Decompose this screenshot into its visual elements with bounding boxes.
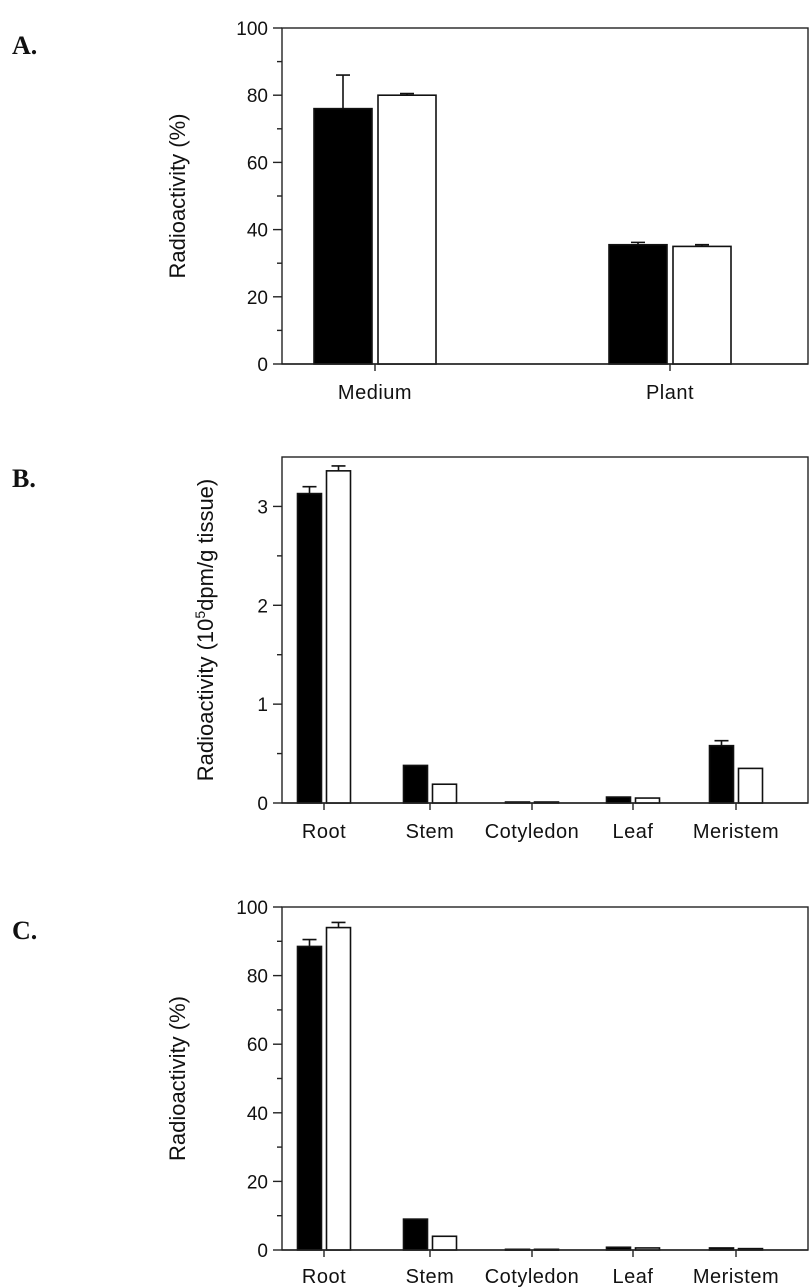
bar-leaf-series-2 <box>634 797 661 804</box>
bar-root-series-2 <box>325 470 352 804</box>
y-tick-label: 0 <box>257 794 268 815</box>
error-bar <box>400 92 414 96</box>
error-bar <box>331 921 346 928</box>
error-bar <box>302 485 317 494</box>
panel-a-chart: A. 0 20 40 60 80 100 Radioactivity (%) Medium Pla… <box>12 19 809 404</box>
error-bar <box>302 938 317 947</box>
y-axis-label: Radioactivity (%) <box>165 996 190 1161</box>
x-category-label: Cotyledon <box>485 821 580 843</box>
x-category-label: Stem <box>406 821 455 843</box>
y-tick-label: 100 <box>236 898 268 919</box>
plot-frame <box>281 906 809 1251</box>
y-axis-label: Radioactivity (105dpm/g tissue) <box>192 479 218 782</box>
x-category-label: Meristem <box>693 821 779 843</box>
x-category-label: Leaf <box>613 1266 654 1288</box>
y-axis-label-superscript: 5 <box>192 611 208 619</box>
y-tick-label: 3 <box>257 497 268 518</box>
y-tick-label: 40 <box>247 1104 268 1125</box>
y-tick-label: 60 <box>247 1035 268 1056</box>
error-bar <box>631 241 645 245</box>
panel-letter: A. <box>12 31 37 60</box>
y-tick-label: 80 <box>247 967 268 988</box>
x-category-label: Meristem <box>693 1266 779 1288</box>
bar-leaf-series-1 <box>605 796 632 804</box>
x-category-label: Root <box>302 821 346 843</box>
bar-stem-series-1 <box>402 1218 429 1251</box>
bar-stem-series-2 <box>431 1235 458 1251</box>
error-bar <box>695 243 709 247</box>
y-tick-label: 1 <box>257 695 268 716</box>
y-tick-label: 20 <box>247 1172 268 1193</box>
x-category-label: Stem <box>406 1266 455 1288</box>
bar-meristem-series-2 <box>737 767 764 804</box>
x-category-label: Cotyledon <box>485 1266 580 1288</box>
y-tick-label: 0 <box>257 1241 268 1262</box>
y-tick-label: 40 <box>247 221 268 242</box>
bar-stem-series-2 <box>431 783 458 804</box>
y-axis-label-text-end: dpm/g tissue) <box>193 479 218 611</box>
x-category-label: Root <box>302 1266 346 1288</box>
y-tick-label: 100 <box>236 19 268 40</box>
bar-plant-series-1 <box>608 243 668 365</box>
y-axis-label: Radioactivity (%) <box>165 113 190 278</box>
error-bar <box>714 739 729 746</box>
y-tick-label: 0 <box>257 355 268 376</box>
bar-plant-series-2 <box>672 245 732 365</box>
bar-meristem-series-1 <box>708 744 735 804</box>
bar-root-series-1 <box>296 945 323 1251</box>
y-tick-label: 20 <box>247 288 268 309</box>
bar-root-series-1 <box>296 492 323 804</box>
x-category-label: Plant <box>646 382 694 404</box>
panel-b-chart: B. 0 1 2 3 Radioactivity (105dpm/g tissue) Roo… <box>12 456 809 843</box>
bar-medium-series-2 <box>377 94 437 365</box>
y-tick-label: 2 <box>257 596 268 617</box>
y-tick-label: 60 <box>247 153 268 174</box>
x-category-label: Leaf <box>613 821 654 843</box>
y-axis-label-text: Radioactivity (%) <box>165 113 190 278</box>
bar-root-series-2 <box>325 926 352 1251</box>
y-axis-label-text: Radioactivity (10 <box>193 619 218 782</box>
panel-c-chart: C. 0 20 40 60 80 100 Radioactivity (%) Root Stem C… <box>12 898 809 1288</box>
bar-stem-series-1 <box>402 764 429 804</box>
error-bar <box>331 465 346 471</box>
y-tick-label: 80 <box>247 86 268 107</box>
bar-medium-series-1 <box>313 107 373 365</box>
panel-letter: C. <box>12 916 37 945</box>
y-axis-label-text: Radioactivity (%) <box>165 996 190 1161</box>
error-bar <box>336 74 350 109</box>
x-category-label: Medium <box>338 382 412 404</box>
panel-letter: B. <box>12 464 36 493</box>
